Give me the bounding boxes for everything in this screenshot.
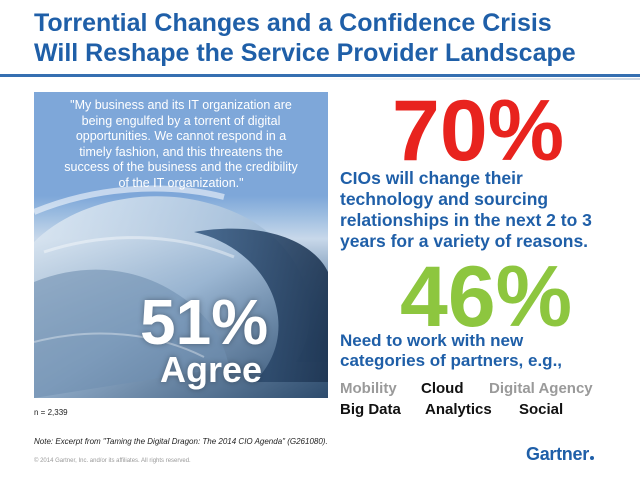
category-mobility: Mobility	[340, 380, 397, 397]
category-big-data: Big Data	[340, 401, 401, 418]
quote-line: "My business and its IT organization are	[70, 98, 292, 112]
agree-label: Agree	[160, 349, 263, 390]
copyright: © 2014 Gartner, Inc. and/or its affiliat…	[34, 458, 191, 464]
stat-46-value: 46%	[400, 249, 573, 345]
quote-line: being engulfed by a torrent of digital	[81, 113, 281, 128]
quote-line: success of the business and the credibil…	[64, 160, 298, 174]
stat-70-line: years for a variety of reasons.	[340, 231, 589, 251]
stat-70-line: technology and sourcing	[340, 189, 549, 209]
wave-image	[34, 185, 328, 398]
slide-title: Torrential Changes and a Confidence Cris…	[34, 8, 624, 68]
stat-46-description: Need to work with new categories of part…	[340, 331, 630, 371]
source-note: Note: Excerpt from "Taming the Digital D…	[34, 437, 328, 446]
stat-70-value: 70%	[392, 83, 565, 179]
category-digital-agency: Digital Agency	[489, 380, 593, 397]
sample-size: n = 2,339	[34, 408, 68, 417]
quote-line: of the IT organization."	[118, 175, 244, 190]
customer-quote: "My business and its IT organization are…	[34, 98, 328, 191]
title-line-2: Will Reshape the Service Provider Landsc…	[34, 39, 576, 67]
title-divider	[0, 74, 640, 77]
gartner-logo: Gartner	[526, 444, 594, 465]
title-line-1: Torrential Changes and a Confidence Cris…	[34, 9, 552, 37]
title-divider-shadow	[0, 78, 640, 80]
agree-percentage: 51%	[140, 286, 269, 358]
stat-46-line: Need to work with new	[340, 331, 524, 350]
stat-70-line: relationships in the next 2 to 3	[340, 210, 592, 230]
wave-photo	[34, 92, 328, 398]
quote-line: timely fashion, and this threatens the	[79, 144, 283, 159]
category-social: Social	[519, 401, 564, 418]
logo-text: Gartner	[526, 444, 589, 464]
logo-dot-icon	[589, 456, 594, 460]
quote-line: opportunities. We cannot respond in a	[75, 129, 287, 143]
category-cloud: Cloud	[421, 380, 464, 397]
category-analytics: Analytics	[425, 401, 492, 418]
stat-46-line: categories of partners, e.g.,	[340, 351, 563, 370]
stat-70-line: CIOs will change their	[340, 168, 523, 188]
stat-70-description: CIOs will change their technology and so…	[340, 168, 630, 252]
